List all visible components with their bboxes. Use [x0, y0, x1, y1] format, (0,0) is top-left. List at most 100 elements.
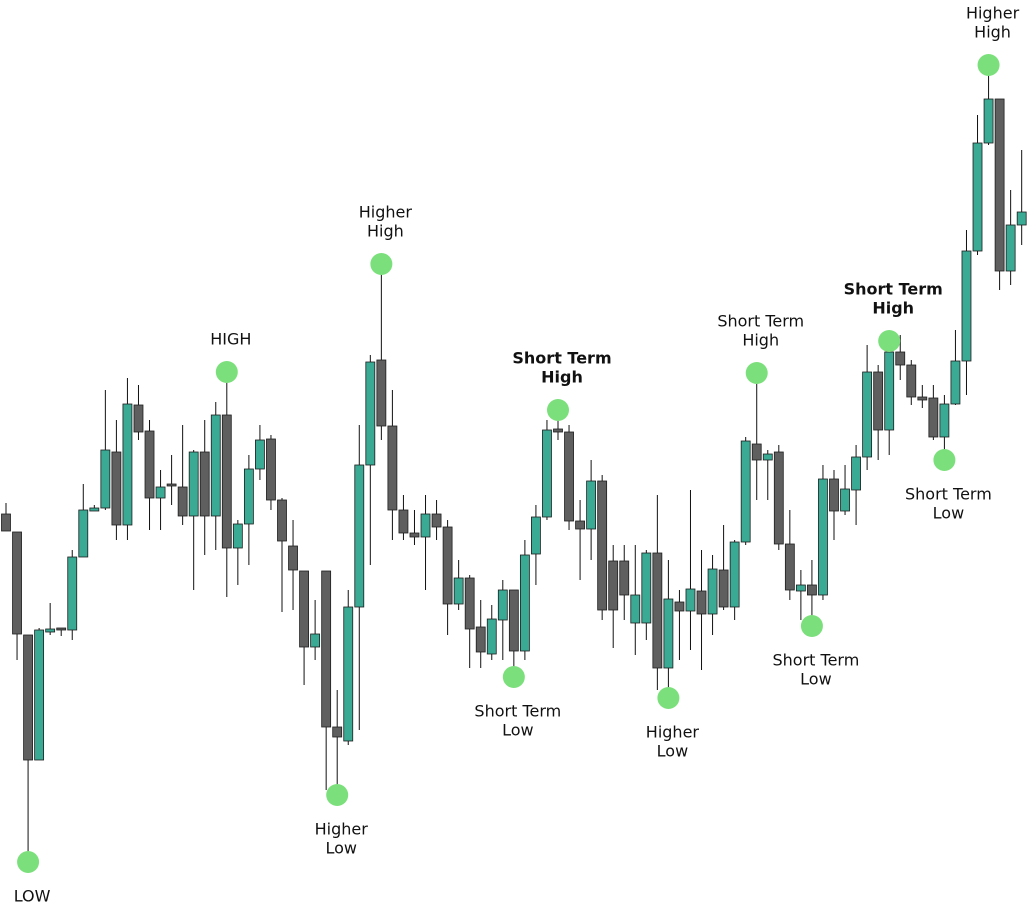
candle-body — [177, 486, 188, 517]
candle-body — [431, 513, 442, 528]
pivot-marker — [326, 784, 349, 806]
candle-body — [641, 552, 652, 624]
candle-body — [773, 451, 784, 545]
candle-body — [972, 142, 983, 252]
annotation-label: Low — [800, 670, 832, 689]
candle-body — [475, 626, 486, 653]
candle-body — [818, 478, 828, 596]
candle-body — [89, 507, 100, 512]
candle-body — [873, 371, 884, 431]
annotation-label: LOW — [14, 887, 51, 906]
candle-body — [531, 516, 541, 555]
candle-body — [67, 556, 78, 631]
candle-body — [718, 569, 729, 608]
candle-body — [365, 361, 376, 466]
annotation-label: High — [742, 331, 779, 350]
candle-body — [630, 594, 641, 624]
annotation-label: Short Term — [905, 485, 992, 504]
annotation-label: High — [974, 23, 1011, 42]
annotation-label: High — [872, 299, 914, 318]
candle-body — [45, 628, 56, 633]
candle-body — [34, 629, 45, 761]
candle-body — [564, 431, 574, 522]
candle-body — [420, 513, 431, 538]
candle-body — [387, 425, 398, 511]
candle-body — [740, 440, 751, 543]
candle-body — [1016, 211, 1027, 226]
candle-body — [266, 438, 276, 501]
candle-body — [464, 577, 475, 630]
annotation-label: Higher — [646, 723, 700, 742]
candle-body — [1, 513, 11, 532]
candle-body — [652, 552, 663, 669]
candle-body — [895, 351, 906, 366]
candle-body — [575, 520, 585, 530]
candle-body — [376, 359, 387, 427]
candle-body — [553, 428, 563, 433]
candle-body — [961, 250, 972, 362]
candle-body — [23, 634, 33, 761]
candle-body — [674, 601, 685, 612]
candle-body — [939, 403, 950, 438]
candle-body — [442, 526, 453, 605]
candle-body — [542, 429, 552, 518]
candle-body — [232, 523, 243, 549]
candle-body — [166, 483, 177, 487]
candle-body — [519, 554, 530, 652]
pivot-marker — [657, 687, 680, 709]
candle-body — [762, 453, 773, 461]
pivot-marker — [215, 361, 238, 383]
candle-body — [597, 480, 608, 611]
candle-body — [917, 396, 928, 401]
candle-body — [486, 618, 497, 655]
candle-body — [188, 451, 199, 517]
candle-body — [685, 588, 696, 612]
annotation-label: Higher — [966, 4, 1020, 23]
candle-body — [497, 589, 508, 621]
annotation-label: Low — [325, 839, 357, 858]
candle-body — [950, 360, 961, 405]
candle-body — [663, 598, 674, 669]
candle-body — [994, 98, 1005, 272]
candle-body — [78, 509, 89, 558]
candle-body — [851, 456, 861, 491]
candle-body — [56, 627, 67, 631]
candle-body — [829, 478, 839, 512]
candle-body — [840, 488, 850, 512]
candle-body — [795, 584, 806, 592]
candle-body — [508, 589, 519, 652]
candle-body — [111, 451, 122, 526]
candle-body — [884, 351, 895, 431]
candle-body — [144, 430, 155, 499]
pivot-marker — [502, 666, 525, 688]
candle-body — [155, 486, 166, 499]
candle-body — [133, 404, 144, 433]
candle-body — [210, 414, 221, 517]
candle-body — [343, 606, 354, 742]
candle-body — [751, 443, 762, 461]
annotation-label: Short Term — [474, 702, 561, 721]
candle-body — [928, 397, 939, 438]
candle-body — [354, 464, 365, 608]
candle-body — [12, 531, 22, 635]
pivot-marker — [547, 399, 569, 421]
candle-body — [299, 570, 309, 648]
annotation-label: Short Term — [717, 312, 804, 331]
candle-body — [221, 414, 232, 549]
candle-body — [696, 590, 707, 615]
candle-body — [310, 633, 321, 648]
annotation-label: Low — [657, 742, 689, 761]
candle-body — [243, 468, 254, 525]
candle-body — [277, 499, 287, 542]
pivot-marker — [977, 54, 1000, 76]
candle-body — [707, 568, 718, 615]
annotation-label: Low — [502, 721, 534, 740]
candle-body — [619, 560, 630, 596]
pivot-marker — [800, 615, 823, 637]
candle-body — [199, 451, 210, 517]
candle-body — [288, 545, 298, 571]
pivot-marker — [370, 253, 393, 275]
candle-body — [1005, 224, 1016, 272]
candle-body — [332, 726, 343, 738]
